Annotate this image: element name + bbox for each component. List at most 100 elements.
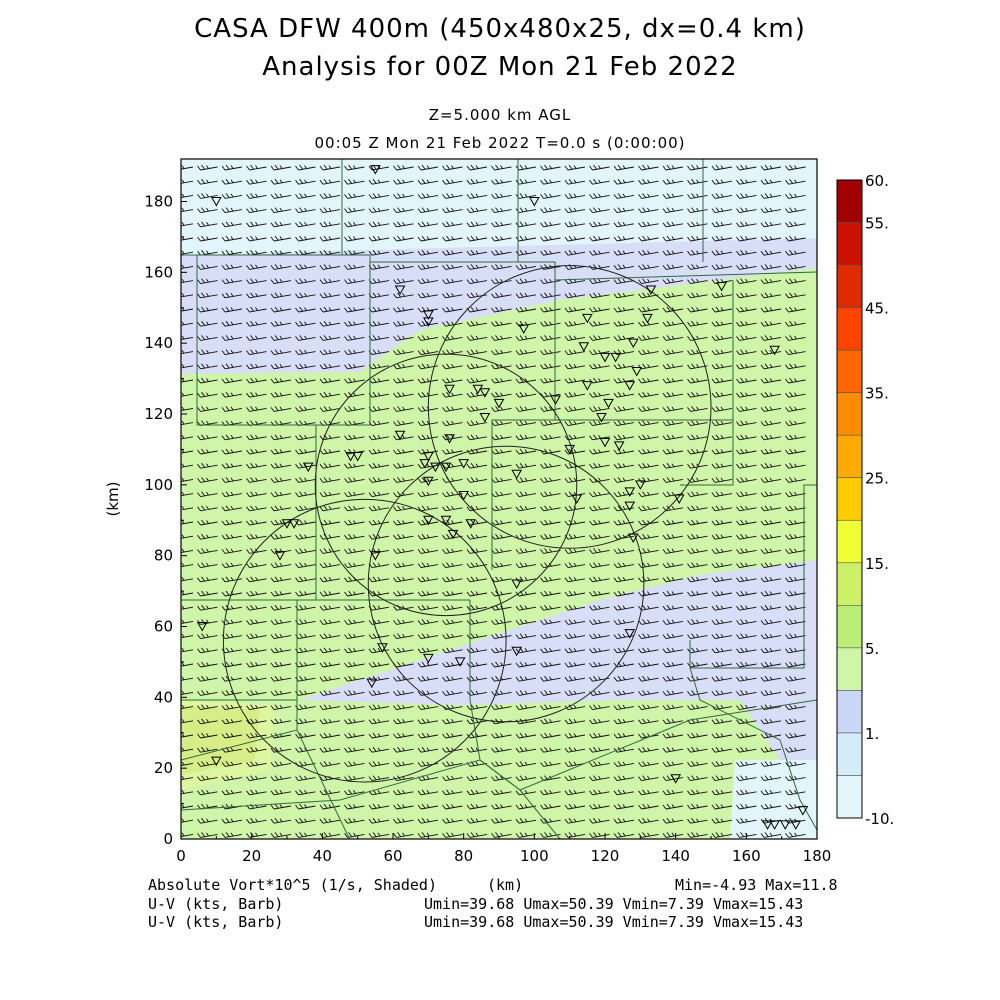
wind-barb xyxy=(589,292,610,299)
wind-barb xyxy=(221,349,243,356)
wind-barb xyxy=(589,391,610,398)
wind-barb xyxy=(687,434,708,441)
wind-barb xyxy=(181,747,194,752)
wind-barb xyxy=(368,164,390,171)
wind-barb xyxy=(613,264,635,270)
wind-barb xyxy=(515,775,537,782)
wind-barb xyxy=(613,533,635,540)
wind-barb xyxy=(564,562,586,569)
wind-barb xyxy=(785,604,806,611)
wind-barb xyxy=(344,164,365,171)
wind-barb xyxy=(319,746,341,753)
wind-barb xyxy=(197,732,218,739)
wind-barb xyxy=(662,548,684,554)
wind-barb xyxy=(540,377,561,384)
wind-barb xyxy=(785,448,806,455)
wind-barb xyxy=(417,434,439,441)
wind-barb xyxy=(760,434,782,441)
station-marker xyxy=(196,622,208,632)
wind-barb xyxy=(295,193,316,199)
wind-barb xyxy=(246,789,267,796)
wind-barb xyxy=(638,178,659,185)
wind-barb xyxy=(466,690,488,696)
wind-barb xyxy=(246,391,267,398)
radar-range-ring xyxy=(367,445,645,723)
wind-barb xyxy=(515,391,537,398)
wind-barb xyxy=(197,562,218,569)
wind-barb xyxy=(246,604,267,611)
wind-barb xyxy=(393,221,414,228)
wind-barb xyxy=(442,718,463,725)
wind-barb xyxy=(711,661,733,668)
x-tick-label: 60 xyxy=(383,847,402,865)
wind-barb xyxy=(515,761,537,767)
wind-barb xyxy=(442,335,463,341)
wind-barb xyxy=(736,335,757,341)
wind-barb xyxy=(540,278,561,285)
wind-barb xyxy=(270,292,292,299)
wind-barb xyxy=(491,633,512,640)
wind-barb xyxy=(736,732,757,739)
wind-barb xyxy=(711,789,733,796)
wind-barb xyxy=(197,335,218,341)
colorbar-swatch xyxy=(836,349,863,393)
wind-barb xyxy=(687,789,708,796)
wind-barb xyxy=(564,718,586,725)
wind-barb xyxy=(344,533,365,540)
wind-barb xyxy=(246,633,267,640)
wind-barb xyxy=(540,803,561,810)
wind-barb xyxy=(417,349,439,356)
wind-barb xyxy=(466,448,488,455)
wind-barb xyxy=(662,604,684,611)
wind-barb xyxy=(785,661,806,668)
field-region-yellow-southwest-core xyxy=(181,705,260,775)
wind-barb xyxy=(785,803,806,810)
wind-barb xyxy=(589,533,610,540)
wind-barb xyxy=(662,377,684,384)
wind-barb xyxy=(515,562,537,569)
field-region-blue-northwest xyxy=(181,238,817,374)
wind-barb xyxy=(687,803,708,810)
wind-barb xyxy=(221,462,243,469)
wind-barb xyxy=(197,761,218,767)
wind-barb xyxy=(442,562,463,569)
wind-barb xyxy=(417,519,439,526)
wind-barb xyxy=(564,249,586,256)
station-marker xyxy=(419,459,431,469)
wind-barb xyxy=(270,420,292,427)
wind-barb xyxy=(564,590,586,597)
wind-barb xyxy=(393,505,414,512)
wind-barb xyxy=(319,434,341,441)
wind-barb xyxy=(344,292,365,299)
colorbar-swatch xyxy=(836,222,863,266)
wind-barb xyxy=(181,335,194,340)
wind-barb xyxy=(736,619,757,625)
wind-barb xyxy=(442,420,463,427)
wind-barb xyxy=(515,619,537,625)
colorbar-swatch xyxy=(836,434,863,479)
wind-barb xyxy=(442,363,463,370)
station-marker xyxy=(458,459,470,469)
wind-barb xyxy=(589,732,610,739)
wind-barb xyxy=(319,590,341,597)
wind-barb xyxy=(319,519,341,526)
wind-barb xyxy=(687,320,708,327)
wind-barb xyxy=(491,775,512,782)
wind-barb xyxy=(638,320,659,327)
wind-barb xyxy=(736,746,757,753)
station-marker xyxy=(458,490,470,501)
wind-barb xyxy=(687,306,708,313)
station-marker xyxy=(369,551,381,561)
wind-barb xyxy=(564,633,586,640)
wind-barb xyxy=(181,562,194,568)
wind-barb xyxy=(270,335,292,341)
wind-barb xyxy=(613,832,635,838)
wind-barb xyxy=(246,278,267,285)
time-label: 00:05 Z Mon 21 Feb 2022 T=0.0 s (0:00:00… xyxy=(314,134,686,152)
wind-barb xyxy=(687,690,708,696)
wind-barb xyxy=(246,193,267,199)
wind-barb xyxy=(181,506,194,511)
wind-barb xyxy=(613,803,635,810)
wind-barb xyxy=(687,264,708,270)
wind-barb xyxy=(613,505,635,512)
